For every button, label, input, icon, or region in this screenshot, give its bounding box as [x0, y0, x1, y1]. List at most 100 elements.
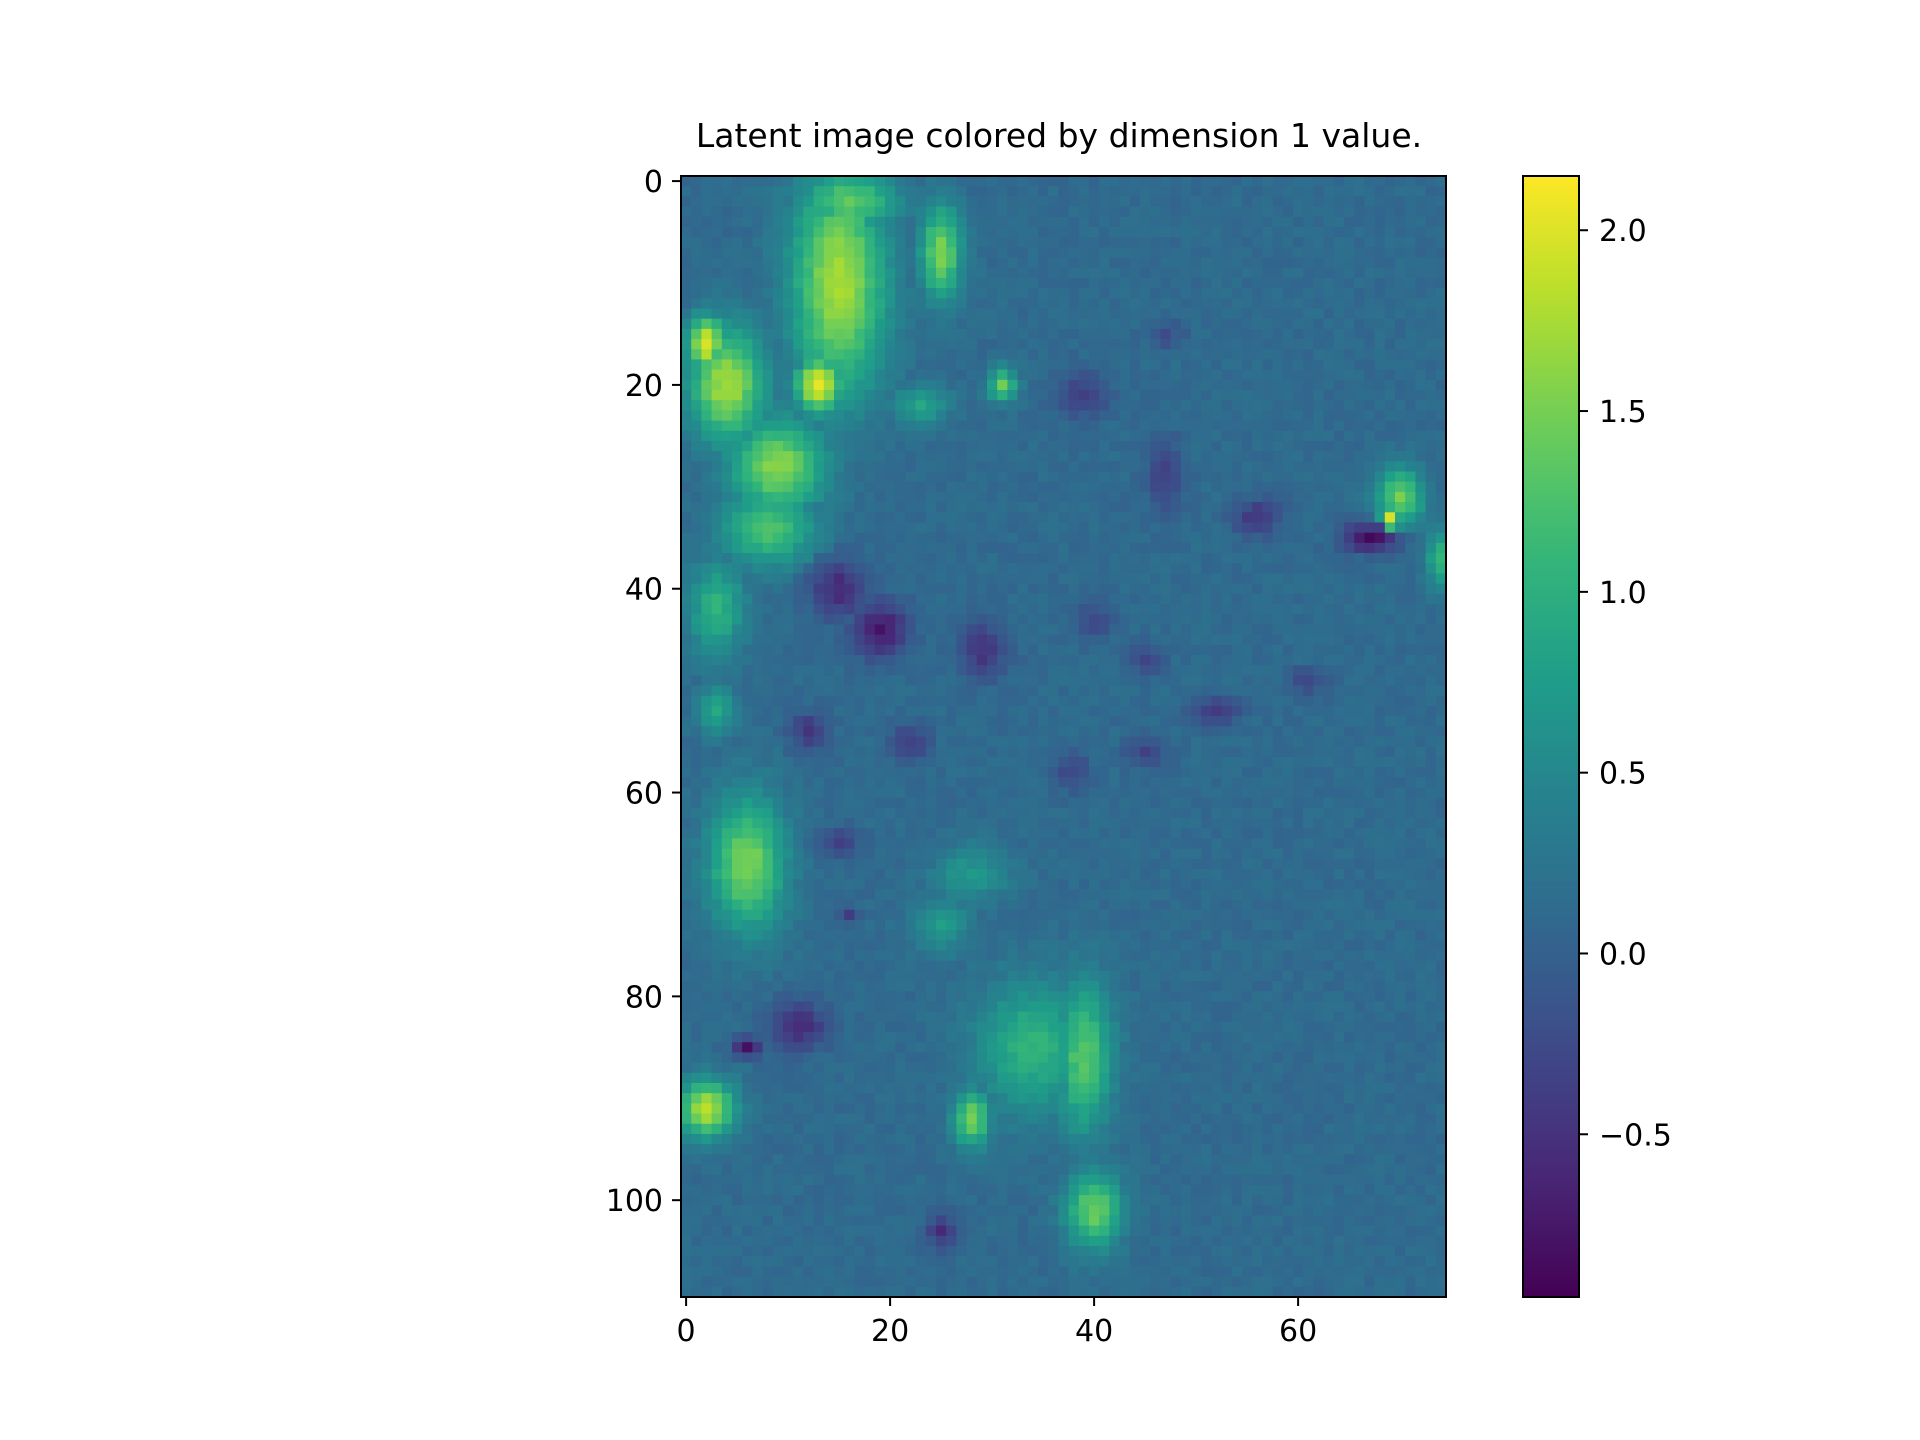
heat-cell — [1262, 777, 1274, 789]
heat-cell — [1374, 838, 1386, 850]
heat-cell — [701, 481, 713, 493]
heat-cell — [854, 410, 866, 422]
heat-cell — [1211, 777, 1223, 789]
heat-cell — [1129, 634, 1141, 646]
heat-cell — [946, 451, 957, 462]
heat-cell — [1150, 838, 1161, 850]
heat-cell — [711, 390, 723, 401]
heat-cell — [1150, 553, 1161, 564]
heat-cell — [1068, 400, 1080, 411]
heat-cell — [1262, 838, 1274, 850]
heat-cell — [1150, 491, 1161, 503]
heat-cell — [1119, 451, 1131, 462]
heat-cell — [1007, 196, 1019, 208]
heat-cell — [1170, 512, 1182, 524]
heat-cell — [1242, 695, 1253, 707]
heat-cell — [976, 593, 988, 605]
heat-cell — [864, 379, 876, 391]
heat-cell — [1344, 716, 1355, 727]
heat-cell — [1119, 369, 1131, 381]
heat-cell — [1058, 502, 1070, 513]
heat-cell — [997, 848, 1008, 860]
heat-cell — [1129, 654, 1141, 666]
heat-cell — [1293, 828, 1304, 840]
heat-cell — [1384, 746, 1396, 758]
heat-cell — [1344, 298, 1355, 310]
heat-cell — [691, 206, 702, 218]
heat-cell — [1140, 176, 1151, 187]
heat-cell — [1017, 705, 1029, 717]
heat-cell — [711, 767, 723, 778]
heat-cell — [844, 716, 855, 727]
heat-cell — [732, 379, 743, 391]
heat-cell — [834, 573, 845, 585]
heat-cell — [793, 593, 804, 605]
heat-cell — [997, 767, 1008, 778]
heat-cell — [1201, 695, 1212, 707]
heat-cell — [1333, 644, 1345, 656]
heat-cell — [1374, 379, 1386, 391]
heat-cell — [966, 756, 978, 768]
heat-cell — [1282, 705, 1294, 717]
heat-cell — [1435, 614, 1447, 625]
heat-cell — [1262, 614, 1274, 625]
heat-cell — [1109, 491, 1121, 503]
heat-cell — [1089, 807, 1100, 819]
heat-cell — [1160, 593, 1172, 605]
heat-cell — [874, 226, 886, 238]
heat-cell — [997, 196, 1008, 208]
heat-cell — [1272, 461, 1284, 473]
heat-cell — [1201, 563, 1212, 575]
heat-cell — [1180, 542, 1192, 554]
heat-cell — [742, 634, 753, 646]
heat-cell — [711, 563, 723, 575]
heat-cell — [721, 654, 733, 666]
heat-cell — [1048, 848, 1059, 860]
heat-cell — [762, 298, 774, 310]
heat-cell — [864, 277, 876, 289]
heat-cell — [783, 481, 794, 493]
heat-cell — [701, 828, 713, 840]
heat-cell — [1364, 298, 1376, 310]
heat-cell — [1374, 756, 1386, 768]
heat-cell — [864, 563, 876, 575]
heat-cell — [1231, 665, 1243, 676]
heat-cell — [732, 512, 743, 524]
heat-cell — [1007, 522, 1019, 534]
heat-cell — [1262, 818, 1274, 829]
heat-cell — [1048, 736, 1059, 748]
heat-cell — [936, 216, 947, 228]
heat-cell — [956, 665, 968, 676]
heat-cell — [1252, 644, 1263, 656]
heat-cell — [1109, 196, 1121, 208]
heat-cell — [956, 654, 968, 666]
heat-cell — [874, 257, 886, 269]
heat-cell — [834, 247, 845, 259]
heat-cell — [895, 624, 906, 636]
heat-cell — [742, 848, 753, 860]
heat-cell — [1384, 573, 1396, 585]
heat-cell — [1058, 563, 1070, 575]
heat-cell — [1191, 420, 1202, 432]
heat-cell — [762, 654, 774, 666]
heat-cell — [1354, 746, 1365, 758]
heat-cell — [1415, 716, 1427, 727]
heat-cell — [1313, 216, 1325, 228]
heat-cell — [1017, 695, 1029, 707]
heat-cell — [936, 818, 947, 829]
heat-cell — [1282, 410, 1294, 422]
heat-cell — [1303, 818, 1314, 829]
heat-cell — [1272, 226, 1284, 238]
heat-cell — [1140, 349, 1151, 361]
heat-cell — [1435, 542, 1447, 554]
heat-cell — [1017, 522, 1029, 534]
heat-cell — [915, 512, 927, 524]
heat-cell — [721, 532, 733, 544]
heat-cell — [905, 838, 917, 850]
heat-cell — [987, 614, 998, 625]
heat-cell — [1364, 359, 1376, 371]
heat-cell — [783, 216, 794, 228]
heat-cell — [905, 654, 917, 666]
heat-cell — [823, 542, 835, 554]
heat-cell — [925, 848, 937, 860]
